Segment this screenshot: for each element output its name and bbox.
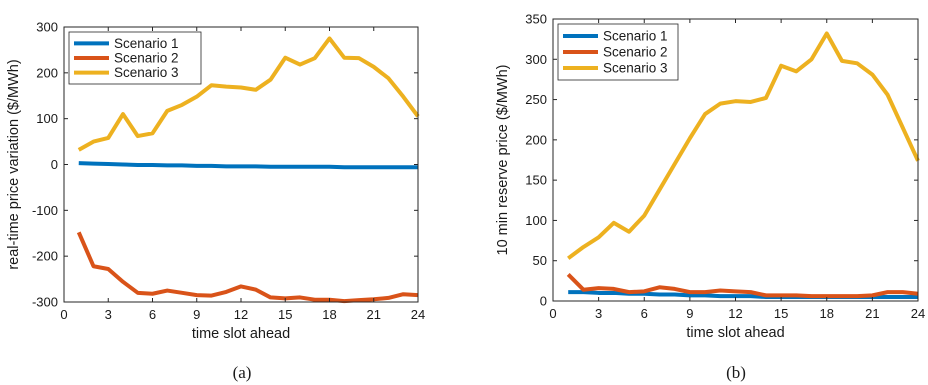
caption-a: (a) (233, 363, 252, 382)
tick-group-a: 0 3 6 9 12 15 18 21 24 -300 -200 -100 0 100 200 300 (32, 20, 425, 323)
y-tick-label-b: 150 (525, 173, 547, 188)
x-tick-label-b: 9 (686, 306, 693, 321)
x-tick-label-a: 0 (60, 307, 67, 322)
legend-label-a-2: Scenario 2 (114, 51, 179, 66)
y-tick-label-a: 300 (36, 20, 58, 35)
x-tick-label-a: 12 (234, 307, 248, 322)
legend-label-b-2: Scenario 2 (603, 45, 668, 60)
y-tick-label-a: -200 (32, 249, 58, 264)
x-tick-label-a: 18 (322, 307, 336, 322)
x-tick-label-a: 6 (149, 307, 156, 322)
series-group-a (76, 36, 420, 304)
x-tick-label-b: 6 (641, 306, 648, 321)
chart-b: 0 3 6 9 12 15 18 21 24 0 50 100 150 200 250 300 350 time… (495, 12, 925, 383)
x-tick-label-b: 12 (728, 306, 742, 321)
series-line-b-3 (567, 31, 920, 260)
legend-label-b-3: Scenario 3 (603, 61, 668, 76)
x-tick-label-b: 0 (549, 306, 556, 321)
series-line-a-1 (78, 161, 418, 170)
legend-label-b-1: Scenario 1 (603, 29, 668, 44)
caption-b: (b) (726, 363, 746, 382)
chart-a: 0 3 6 9 12 15 18 21 24 -300 -200 -100 0 100 200 300 tim… (6, 20, 425, 383)
y-tick-label-a: 0 (51, 157, 58, 172)
y-tick-label-a: -300 (32, 295, 58, 310)
x-tick-label-b: 24 (911, 306, 925, 321)
x-tick-label-b: 3 (595, 306, 602, 321)
x-tick-label-b: 21 (865, 306, 879, 321)
series-line-a-3 (77, 36, 420, 152)
series-line-b-2 (566, 273, 919, 299)
x-axis-label-b: time slot ahead (686, 325, 784, 341)
tick-group-b: 0 3 6 9 12 15 18 21 24 0 50 100 150 200 250 300 350 (525, 12, 925, 322)
y-tick-label-a: 100 (36, 111, 58, 126)
x-tick-label-a: 9 (193, 307, 200, 322)
x-tick-label-a: 3 (105, 307, 112, 322)
series-line-a-2 (76, 231, 419, 304)
y-tick-label-a: 200 (36, 65, 58, 80)
plot-frame-a (63, 26, 419, 303)
y-tick-label-b: 0 (540, 294, 547, 309)
series-group-b (566, 31, 920, 299)
y-tick-label-b: 50 (533, 253, 547, 268)
legend-label-a-3: Scenario 3 (114, 65, 179, 80)
y-axis-label-a: real-time price variation ($/MWh) (6, 59, 22, 269)
legend-label-a-1: Scenario 1 (114, 36, 179, 51)
x-tick-label-a: 24 (411, 307, 425, 322)
y-tick-label-a: -100 (32, 203, 58, 218)
x-tick-label-b: 15 (774, 306, 788, 321)
x-tick-label-a: 21 (367, 307, 381, 322)
y-tick-label-b: 100 (525, 213, 547, 228)
y-tick-label-b: 300 (525, 52, 547, 67)
y-tick-label-b: 350 (525, 12, 547, 27)
plot-frame-b (552, 18, 919, 302)
x-tick-label-b: 18 (820, 306, 834, 321)
y-tick-label-b: 200 (525, 132, 547, 147)
x-tick-label-a: 15 (278, 307, 292, 322)
y-tick-label-b: 250 (525, 92, 547, 107)
x-axis-label-a: time slot ahead (192, 326, 290, 342)
y-axis-label-b: 10 min reserve price ($/MWh) (495, 65, 511, 256)
